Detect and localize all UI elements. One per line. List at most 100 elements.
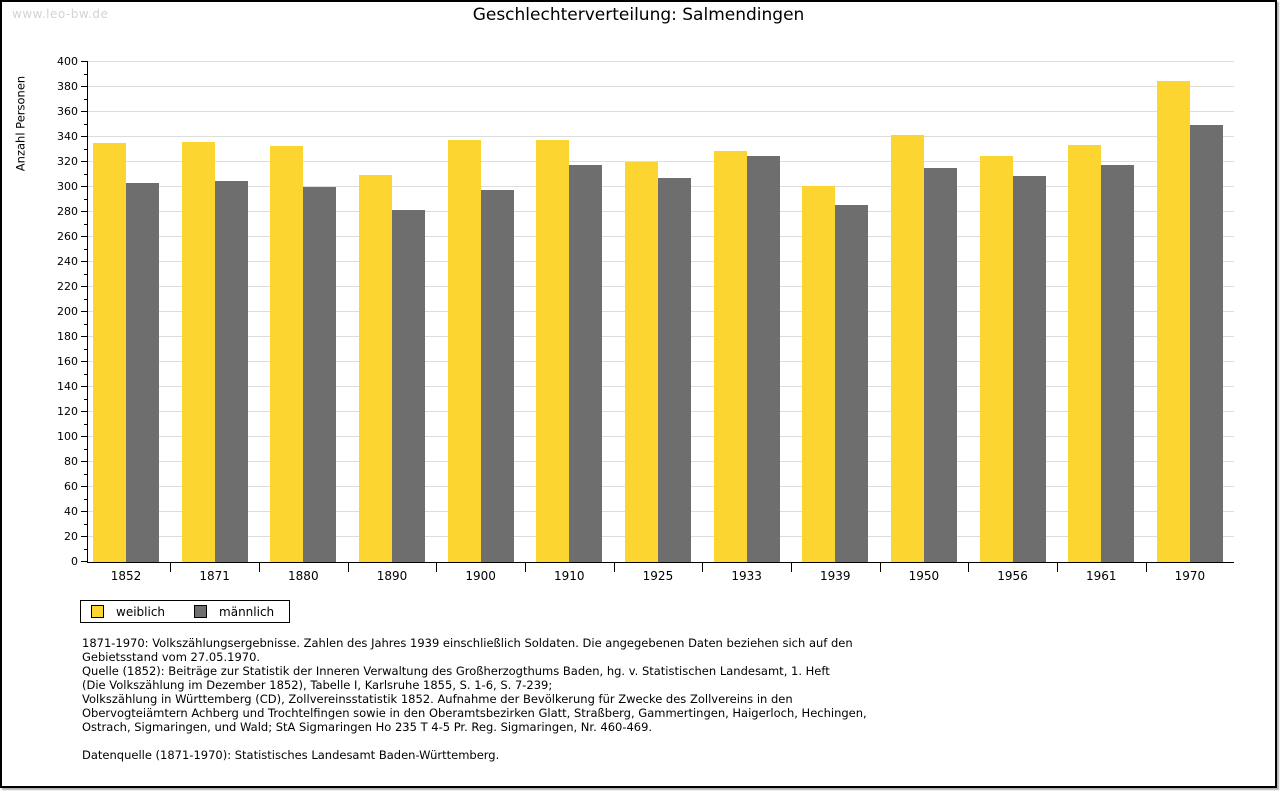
bar-weiblich bbox=[536, 139, 570, 562]
footnote-line: Ostrach, Sigmaringen, und Wald; StA Sigm… bbox=[82, 720, 653, 734]
y-axis-tick-label: 20 bbox=[64, 530, 78, 543]
y-axis-tick-label: 160 bbox=[57, 355, 78, 368]
bar-group: 1950 bbox=[890, 134, 957, 583]
bar-maennlich bbox=[569, 164, 603, 562]
y-axis-minor-tick bbox=[84, 473, 88, 475]
bars-layer: 1852 1871 1880 1890 1900 1910 1925 1933 1939 1950… bbox=[88, 62, 1234, 583]
y-axis-minor-tick bbox=[84, 323, 88, 325]
bar-group: 1852 bbox=[93, 143, 159, 583]
y-axis-tick-label: 380 bbox=[57, 80, 78, 93]
gridline bbox=[88, 136, 1234, 137]
x-axis-label: 1933 bbox=[731, 569, 762, 583]
y-axis-tick bbox=[81, 136, 88, 137]
footnote-line: Gebietsstand vom 27.05.1970. bbox=[82, 650, 261, 664]
chart-title: Geschlechterverteilung: Salmendingen bbox=[472, 5, 805, 25]
x-axis-label: 1956 bbox=[997, 569, 1028, 583]
x-axis-label: 1939 bbox=[819, 569, 851, 583]
bar-maennlich bbox=[303, 187, 337, 562]
bar-maennlich bbox=[923, 168, 957, 562]
footnote-line: Obervogteiämtern Achberg und Trochtelfin… bbox=[82, 706, 867, 720]
y-axis-tick-label: 240 bbox=[57, 255, 78, 268]
x-axis-tick bbox=[702, 563, 703, 572]
bar-weiblich bbox=[1068, 144, 1102, 562]
bar-group: 1961 bbox=[1068, 144, 1135, 583]
gridline bbox=[88, 111, 1234, 112]
y-axis-tick bbox=[81, 186, 88, 187]
bar-group: 1900 bbox=[447, 139, 514, 583]
bar-group: 1925 bbox=[624, 162, 691, 583]
y-axis-tick-label: 140 bbox=[57, 380, 78, 393]
datasource-line: Datenquelle (1871-1970): Statistisches L… bbox=[82, 748, 500, 762]
y-axis-tick bbox=[81, 311, 88, 312]
y-axis-tick-label: 280 bbox=[57, 205, 78, 218]
footnote-line: (Die Volkszählung im Dezember 1852), Tab… bbox=[82, 678, 553, 692]
y-axis-tick bbox=[81, 361, 88, 362]
x-axis-tick bbox=[259, 563, 260, 572]
bar-weiblich bbox=[713, 150, 747, 562]
y-axis-minor-tick bbox=[84, 498, 88, 500]
bar-maennlich bbox=[1189, 124, 1223, 562]
legend-label-weiblich: weiblich bbox=[116, 604, 166, 619]
bar-group: 1871 bbox=[181, 142, 248, 583]
x-axis-tick bbox=[968, 563, 969, 572]
x-axis-label: 1880 bbox=[288, 569, 319, 583]
y-axis-tick bbox=[81, 236, 88, 237]
bar-group: 1910 bbox=[536, 139, 603, 583]
y-axis-minor-tick bbox=[84, 398, 88, 400]
legend: weiblich männlich bbox=[80, 600, 290, 623]
y-axis-tick bbox=[81, 261, 88, 262]
legend-swatch-maennlich bbox=[194, 605, 208, 618]
bar-weiblich bbox=[624, 162, 658, 562]
bar-weiblich bbox=[890, 134, 924, 562]
x-axis-label: 1950 bbox=[908, 569, 940, 583]
y-axis-minor-tick bbox=[84, 123, 88, 125]
y-axis-tick-label: 320 bbox=[57, 155, 78, 168]
bar-weiblich bbox=[270, 145, 304, 562]
y-axis-tick bbox=[81, 511, 88, 512]
bar-weiblich bbox=[93, 143, 126, 562]
y-axis-tick-label: 260 bbox=[57, 230, 78, 243]
watermark: www.leo-bw.de bbox=[12, 7, 109, 21]
y-axis-tick bbox=[81, 486, 88, 487]
bar-weiblich bbox=[802, 185, 836, 562]
bar-maennlich bbox=[391, 209, 425, 562]
y-axis-minor-tick bbox=[84, 98, 88, 100]
y-axis-tick-label: 180 bbox=[57, 330, 78, 343]
bar-maennlich bbox=[214, 180, 248, 562]
footnote-line: Quelle (1852): Beiträge zur Statistik de… bbox=[82, 664, 830, 678]
x-axis-tick bbox=[614, 563, 615, 572]
bar-maennlich bbox=[1012, 175, 1046, 562]
gridline bbox=[88, 61, 1234, 62]
y-axis-tick-label: 300 bbox=[57, 180, 78, 193]
footnote-spacer bbox=[82, 734, 1242, 748]
y-axis-tick-label: 200 bbox=[57, 305, 78, 318]
x-axis-label: 1925 bbox=[642, 569, 674, 583]
footnotes: 1871-1970: Volkszählungsergebnisse. Zahl… bbox=[82, 636, 1242, 762]
legend-label-maennlich: männlich bbox=[219, 604, 275, 619]
x-axis-tick bbox=[1057, 563, 1058, 572]
y-axis-tick-label: 100 bbox=[57, 430, 78, 443]
bar-group: 1880 bbox=[270, 145, 337, 583]
bar-maennlich bbox=[1101, 164, 1135, 562]
footnote-line: Volkszählung in Württemberg (CD), Zollve… bbox=[82, 692, 793, 706]
y-axis-minor-tick bbox=[84, 348, 88, 350]
y-axis-tick bbox=[81, 286, 88, 287]
bar-maennlich bbox=[835, 204, 869, 562]
x-axis-tick bbox=[1146, 563, 1147, 572]
y-axis-tick-label: 400 bbox=[57, 55, 78, 68]
x-axis-label: 1970 bbox=[1174, 569, 1206, 583]
y-axis-minor-tick bbox=[84, 148, 88, 150]
footnote-line: 1871-1970: Volkszählungsergebnisse. Zahl… bbox=[82, 636, 853, 650]
bar-maennlich bbox=[746, 155, 780, 562]
x-axis-tick bbox=[348, 563, 349, 572]
legend-swatch-weiblich bbox=[91, 605, 104, 618]
y-axis-tick-label: 60 bbox=[64, 480, 78, 493]
bar-group: 1890 bbox=[358, 174, 425, 583]
bar-weiblich bbox=[181, 142, 215, 562]
y-axis-title: Anzahl Personen bbox=[13, 75, 28, 172]
y-axis-tick bbox=[81, 111, 88, 112]
y-axis-tick-label: 340 bbox=[57, 130, 78, 143]
y-axis-tick-label: 40 bbox=[64, 505, 78, 518]
bar-maennlich bbox=[657, 178, 691, 562]
